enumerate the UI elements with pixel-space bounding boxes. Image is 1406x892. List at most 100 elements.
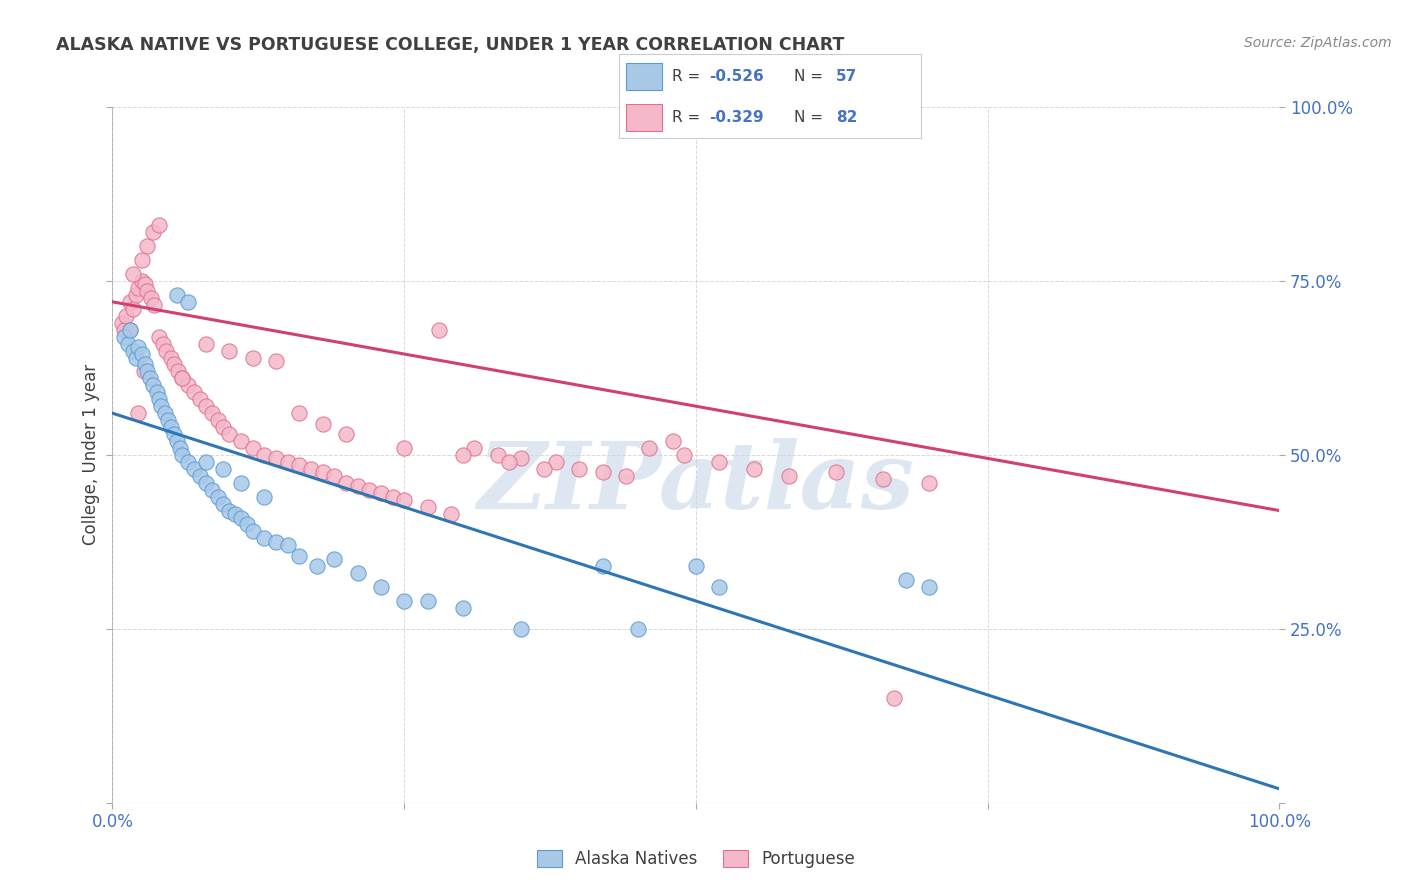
Point	[638, 441, 661, 455]
Point	[370, 486, 392, 500]
Point	[163, 427, 186, 442]
Point	[153, 406, 176, 420]
Point	[381, 490, 404, 504]
Point	[498, 455, 520, 469]
Point	[416, 594, 439, 608]
Point	[136, 364, 159, 378]
Point	[242, 351, 264, 365]
Text: N =: N =	[794, 111, 828, 126]
Point	[264, 451, 287, 466]
Point	[509, 451, 531, 466]
Point	[229, 475, 252, 490]
Point	[148, 329, 170, 343]
Point	[172, 448, 194, 462]
Point	[212, 462, 235, 476]
Point	[346, 566, 368, 581]
Point	[359, 483, 381, 497]
Text: -0.329: -0.329	[710, 111, 763, 126]
Point	[134, 358, 156, 372]
Point	[172, 371, 194, 385]
Point	[155, 343, 177, 358]
Point	[125, 351, 148, 365]
Point	[592, 559, 614, 574]
Point	[335, 475, 357, 490]
Point	[872, 472, 894, 486]
Point	[143, 298, 166, 312]
Point	[685, 559, 707, 574]
Point	[115, 309, 138, 323]
Point	[486, 448, 509, 462]
Point	[183, 462, 205, 476]
Point	[440, 507, 463, 521]
Point	[127, 406, 149, 420]
Point	[172, 371, 194, 385]
Text: R =: R =	[672, 69, 704, 84]
Point	[166, 364, 188, 378]
Point	[288, 406, 311, 420]
Point	[166, 434, 188, 448]
Point	[918, 580, 941, 594]
Point	[148, 392, 170, 407]
Point	[709, 580, 731, 594]
Point	[194, 336, 217, 351]
Point	[323, 468, 346, 483]
Point	[218, 343, 240, 358]
Text: -0.526: -0.526	[710, 69, 763, 84]
Point	[212, 497, 235, 511]
Point	[127, 340, 149, 354]
Point	[131, 347, 153, 361]
Point	[142, 378, 165, 392]
Point	[163, 358, 186, 372]
Point	[207, 413, 229, 427]
Point	[131, 253, 153, 268]
Y-axis label: College, Under 1 year: College, Under 1 year	[82, 364, 100, 546]
Point	[544, 455, 567, 469]
Legend: Alaska Natives, Portuguese: Alaska Natives, Portuguese	[530, 843, 862, 874]
Point	[188, 468, 211, 483]
Point	[201, 483, 224, 497]
Text: 82: 82	[837, 111, 858, 126]
Point	[127, 281, 149, 295]
Point	[131, 274, 153, 288]
Text: N =: N =	[794, 69, 828, 84]
Point	[778, 468, 800, 483]
Point	[627, 622, 650, 636]
Point	[451, 601, 474, 615]
Point	[112, 329, 135, 343]
Point	[229, 434, 252, 448]
Point	[276, 538, 298, 552]
Point	[207, 490, 229, 504]
Point	[148, 219, 170, 233]
Point	[253, 448, 276, 462]
Text: R =: R =	[672, 111, 704, 126]
Point	[264, 354, 287, 368]
Point	[463, 441, 485, 455]
Point	[183, 385, 205, 400]
Point	[305, 559, 328, 574]
Point	[288, 458, 311, 473]
Point	[224, 507, 246, 521]
Point	[673, 448, 696, 462]
Point	[392, 441, 416, 455]
FancyBboxPatch shape	[626, 62, 662, 90]
Point	[323, 552, 346, 566]
Point	[614, 468, 637, 483]
Point	[218, 503, 240, 517]
Point	[212, 420, 235, 434]
Point	[150, 399, 173, 413]
Point	[264, 535, 287, 549]
Point	[194, 399, 217, 413]
Point	[218, 427, 240, 442]
Point	[112, 323, 135, 337]
Point	[918, 475, 941, 490]
Point	[139, 371, 162, 385]
Point	[166, 288, 188, 302]
Point	[157, 413, 180, 427]
Text: ZIPatlas: ZIPatlas	[478, 438, 914, 528]
Point	[311, 466, 333, 480]
Point	[709, 455, 731, 469]
Point	[122, 267, 145, 281]
Text: ALASKA NATIVE VS PORTUGUESE COLLEGE, UNDER 1 YEAR CORRELATION CHART: ALASKA NATIVE VS PORTUGUESE COLLEGE, UND…	[56, 36, 845, 54]
Point	[392, 594, 416, 608]
Point	[177, 378, 200, 392]
